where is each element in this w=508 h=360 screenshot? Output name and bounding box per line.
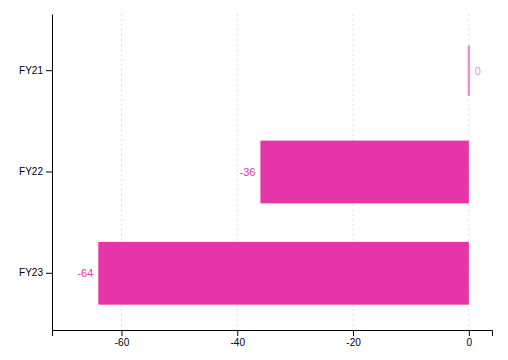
bar [468, 46, 471, 96]
value-axis: -60 -40 -20 0 [53, 330, 493, 348]
tick-mark [237, 330, 238, 336]
bar [260, 141, 468, 204]
chart-container: -60 -40 -20 0 FY23 FY22 FY21 -64 -36 0 [0, 0, 508, 360]
tick-mark [46, 273, 52, 274]
tick-label: FY23 [19, 267, 43, 278]
tick-label: -20 [346, 337, 361, 348]
data-labels: -64 -36 0 [77, 65, 481, 280]
tick: FY23 [19, 267, 52, 278]
tick: -20 [346, 330, 361, 348]
tick: 0 [467, 330, 473, 348]
axis-line [52, 15, 53, 331]
tick-mark [469, 330, 470, 336]
tick: FY22 [19, 166, 52, 177]
tick-label: -40 [231, 337, 246, 348]
tick-label: FY21 [19, 65, 43, 76]
bars [98, 46, 470, 305]
tick-label: 0 [467, 337, 473, 348]
tick: FY21 [19, 65, 52, 76]
bar [98, 242, 469, 305]
tick-mark [121, 330, 122, 336]
plot: -60 -40 -20 0 FY23 FY22 FY21 -64 -36 0 [19, 14, 492, 348]
category-axis: FY23 FY22 FY21 [19, 15, 52, 331]
tick-label: FY22 [19, 166, 43, 177]
tick-mark [46, 70, 52, 71]
tick: -40 [231, 330, 246, 348]
data-label: 0 [475, 65, 481, 77]
tick-label: -60 [115, 337, 130, 348]
axis-line [53, 331, 493, 337]
chart: -60 -40 -20 0 FY23 FY22 FY21 -64 -36 0 [0, 0, 508, 360]
data-label: -64 [77, 267, 93, 279]
tick: -60 [115, 330, 130, 348]
data-label: -36 [240, 166, 256, 178]
tick-mark [353, 330, 354, 336]
tick-mark [46, 172, 52, 173]
